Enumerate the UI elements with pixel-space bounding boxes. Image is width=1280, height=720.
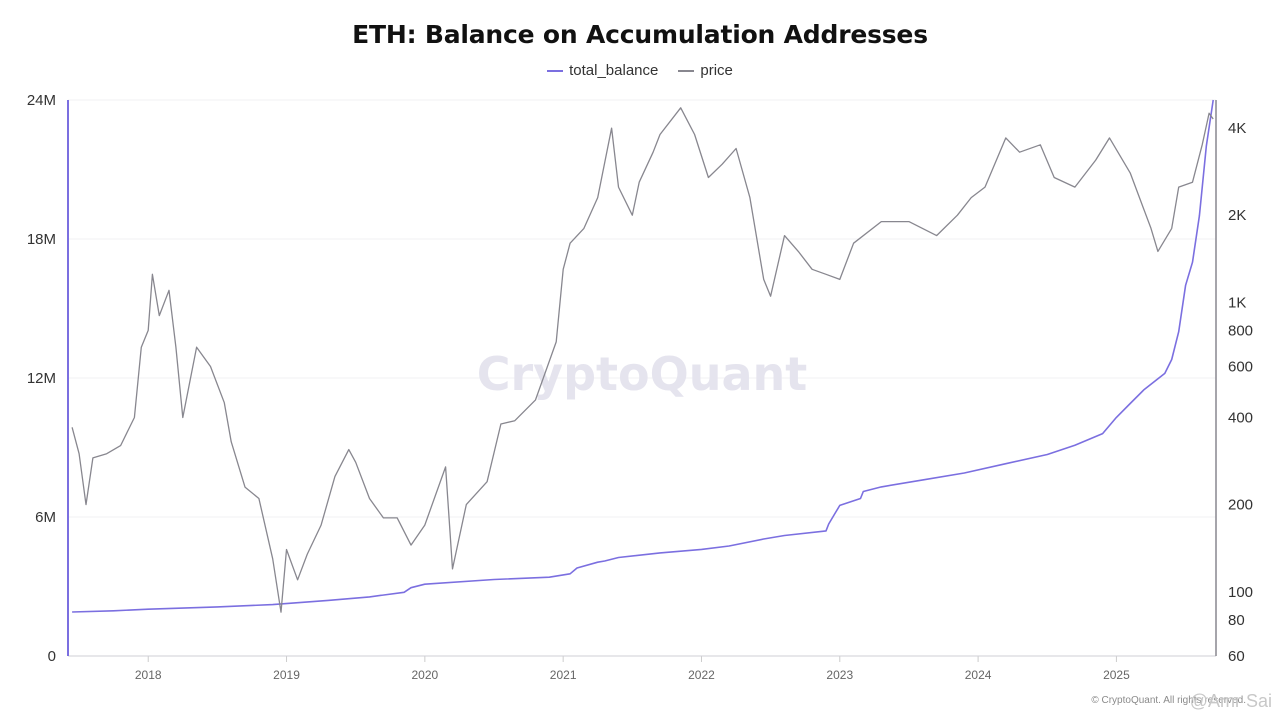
x-tick-label-6: 2024: [965, 668, 992, 682]
y-right-tick-label-4: 400: [1228, 410, 1253, 427]
y-left-tick-label-1: 6M: [35, 509, 56, 526]
x-tick-label-3: 2021: [550, 668, 577, 682]
y-right-tick-label-1: 80: [1228, 612, 1245, 629]
x-tick-label-7: 2025: [1103, 668, 1130, 682]
y-left-tick-label-3: 18M: [27, 231, 56, 248]
series-line-price: [71, 107, 1214, 613]
legend-item-total-balance[interactable]: total_balance: [547, 62, 658, 79]
y-right-tick-label-9: 4K: [1228, 120, 1246, 137]
y-right-tick-label-5: 600: [1228, 359, 1253, 376]
y-right-tick-label-8: 2K: [1228, 207, 1246, 224]
y-left-tick-label-0: 0: [48, 648, 56, 665]
x-tick-label-2: 2020: [411, 668, 438, 682]
y-right-tick-label-2: 100: [1228, 584, 1253, 601]
copyright-text: © CryptoQuant. All rights reserved.: [1091, 695, 1246, 706]
tick-labels: 0 6M 12M 18M 24M 60 80 100 200 400 600 800 1K 2K 4K 201…: [27, 92, 1253, 682]
legend-swatch-total-balance: [547, 69, 564, 72]
x-tick-label-5: 2023: [826, 668, 853, 682]
y-right-tick-label-0: 60: [1228, 648, 1245, 665]
y-left-tick-label-2: 12M: [27, 370, 56, 387]
legend-item-price[interactable]: price: [678, 62, 733, 79]
y-right-tick-label-7: 1K: [1228, 294, 1246, 311]
series-line-total-balance: [72, 99, 1214, 613]
watermark: CryptoQuant: [477, 347, 808, 401]
legend: total_balance price: [0, 62, 1280, 79]
user-watermark: @Amr Sai: [1189, 691, 1272, 711]
grid-lines: [68, 99, 1216, 657]
legend-swatch-price: [678, 69, 695, 72]
axes: [67, 100, 1217, 662]
chart-title: ETH: Balance on Accumulation Addresses: [352, 20, 928, 49]
x-tick-label-4: 2022: [688, 668, 715, 682]
y-right-tick-label-6: 800: [1228, 322, 1253, 339]
x-tick-label-1: 2019: [273, 668, 300, 682]
x-tick-label-0: 2018: [135, 668, 162, 682]
series-lines: [71, 99, 1214, 613]
y-right-tick-label-3: 200: [1228, 497, 1253, 514]
legend-label-price: price: [700, 62, 733, 79]
y-left-tick-label-4: 24M: [27, 92, 56, 109]
legend-label-total-balance: total_balance: [569, 62, 659, 79]
